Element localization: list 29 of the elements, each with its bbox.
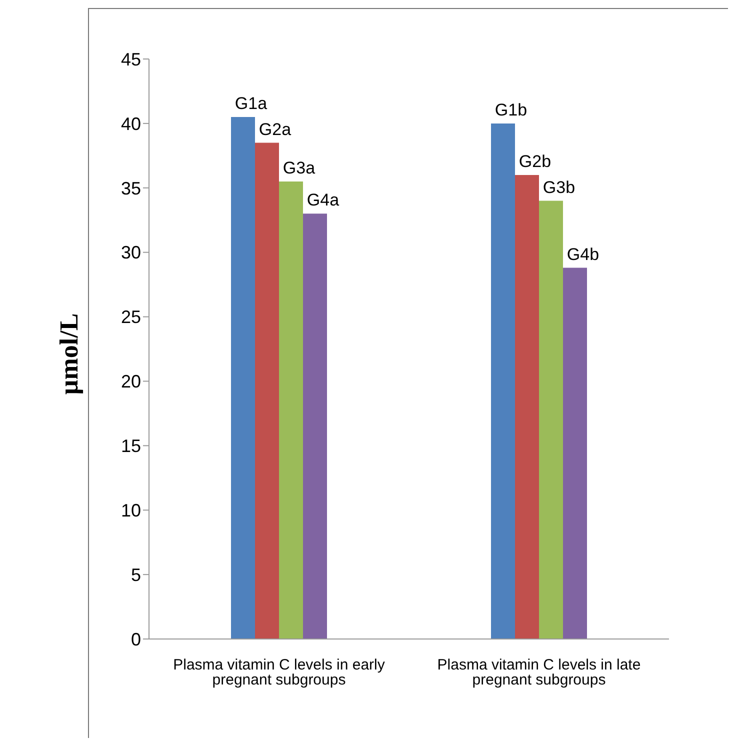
y-tick-label: 35 bbox=[120, 178, 141, 198]
data-label: G3b bbox=[542, 178, 576, 197]
bar bbox=[563, 268, 587, 639]
y-tick-label: 20 bbox=[120, 372, 141, 392]
y-axis-title: µmol/L bbox=[54, 313, 85, 395]
x-tick-label: Plasma vitamin C levels in early pregnant subgroups bbox=[173, 656, 386, 689]
bar bbox=[279, 181, 303, 639]
data-label: G4a bbox=[306, 190, 340, 210]
y-tick-label: 40 bbox=[120, 114, 141, 134]
data-label: G1b bbox=[494, 100, 528, 120]
data-label: G2b bbox=[518, 152, 552, 171]
bar bbox=[515, 175, 539, 639]
data-label: G3a bbox=[282, 158, 316, 178]
y-tick-label: 5 bbox=[130, 564, 141, 585]
y-tick-label: 10 bbox=[120, 500, 141, 520]
bar bbox=[231, 117, 255, 639]
bar bbox=[539, 200, 563, 639]
y-tick-label: 30 bbox=[120, 242, 141, 263]
data-label: G2a bbox=[258, 120, 292, 139]
data-label: G1a bbox=[234, 94, 268, 113]
bar bbox=[255, 142, 279, 639]
bar bbox=[303, 214, 327, 639]
bar bbox=[491, 123, 515, 639]
y-tick-label: 15 bbox=[120, 436, 141, 456]
y-tick-label: 45 bbox=[120, 49, 141, 70]
x-tick-label: Plasma vitamin C levels in late pregnant subgroups bbox=[437, 656, 641, 689]
data-label: G4b bbox=[566, 244, 600, 264]
y-tick-label: 0 bbox=[130, 629, 141, 650]
y-tick-label: 25 bbox=[120, 307, 141, 328]
